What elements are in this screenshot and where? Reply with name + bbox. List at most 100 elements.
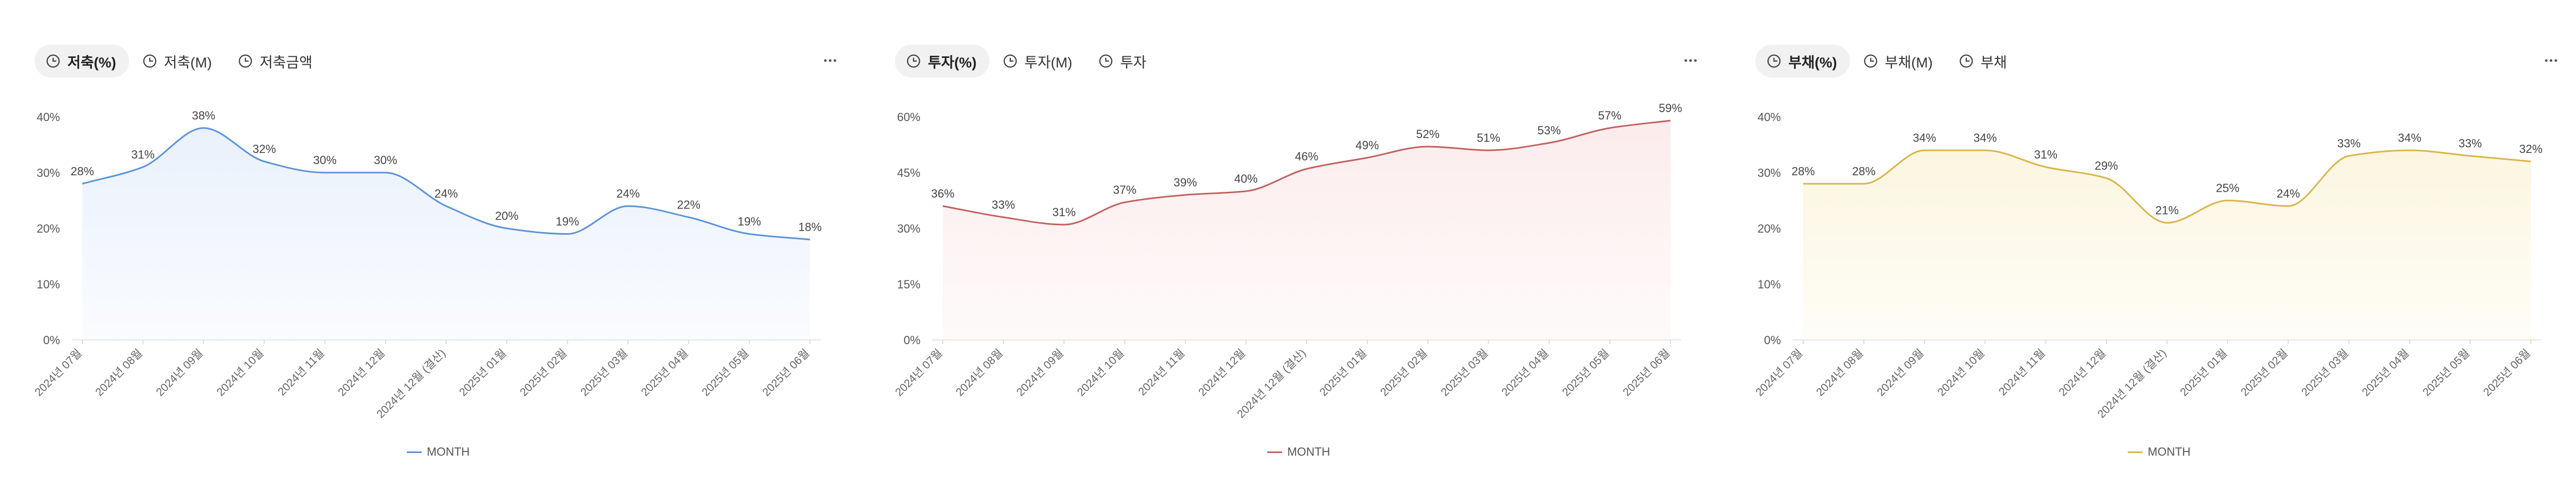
tab-savings-amount-m[interactable]: 저축(M) <box>131 45 225 78</box>
area-fill <box>943 121 1670 340</box>
x-tick-label: 2025년 05월 <box>700 347 751 398</box>
legend-label: MONTH <box>2147 445 2191 458</box>
y-tick-label: 30% <box>897 222 920 235</box>
tab-label: 저축금액 <box>259 54 313 71</box>
x-tick-label: 2024년 10월 <box>1075 347 1127 398</box>
tab-label: 투자(%) <box>928 54 977 71</box>
data-label: 20% <box>495 209 518 223</box>
tab-label: 부채(%) <box>1788 54 1837 71</box>
tab-debt-percent[interactable]: 부채(%) <box>1755 45 1850 78</box>
x-tick-label: 2025년 06월 <box>1620 347 1672 398</box>
data-label: 18% <box>798 220 822 234</box>
x-tick-label: 2024년 09월 <box>1014 347 1066 398</box>
x-tick-label: 2024년 08월 <box>953 347 1005 398</box>
x-tick-label: 2024년 11월 <box>276 347 327 398</box>
more-options-icon[interactable] <box>2539 49 2563 72</box>
x-tick-label: 2025년 03월 <box>2299 347 2351 398</box>
chart-panel-savings: 저축(%) 저축(M) 저축금액 0% 10% 20% 30% 40% 2024년 07월… <box>35 0 842 478</box>
tab-bar: 투자(%) 투자(M) 투자 <box>895 44 1162 79</box>
data-label: 33% <box>2459 137 2482 150</box>
area-chart: 0% 10% 20% 30% 40% 2024년 07월 2024년 08월 2024년 09… <box>1755 110 2543 421</box>
x-tick-label: 2024년 12월 (결산) <box>374 347 448 421</box>
y-tick-label: 15% <box>897 278 920 291</box>
data-label: 51% <box>1477 131 1500 144</box>
data-label: 59% <box>1659 101 1682 115</box>
clock-icon <box>1099 54 1113 68</box>
area-chart: 0% 15% 30% 45% 60% 2024년 07월 2024년 08월 2024년 09… <box>895 101 1682 421</box>
legend-label: MONTH <box>427 445 470 458</box>
clock-icon <box>1767 54 1781 68</box>
tab-label: 저축(%) <box>67 54 116 71</box>
data-label: 32% <box>252 142 276 156</box>
x-tick-label: 2024년 08월 <box>1814 347 1865 398</box>
y-tick-label: 0% <box>43 334 60 347</box>
x-tick-label: 2024년 12월 (결산) <box>2095 347 2169 421</box>
x-tick-label: 2025년 06월 <box>2481 347 2532 398</box>
x-tick-label: 2025년 05월 <box>2420 347 2472 398</box>
clock-icon <box>1003 54 1017 68</box>
x-tick-label: 2024년 09월 <box>154 347 206 398</box>
legend-swatch <box>1267 451 1282 453</box>
tab-debt-total[interactable]: 부채 <box>1948 45 2020 78</box>
data-label: 53% <box>1538 124 1561 137</box>
series-line <box>1803 149 2531 224</box>
data-label: 57% <box>1598 109 1622 122</box>
legend-swatch <box>2127 451 2143 453</box>
data-label: 25% <box>2216 182 2239 195</box>
x-tick-label: 2025년 06월 <box>760 347 812 398</box>
tab-investment-total[interactable]: 투자 <box>1087 45 1159 78</box>
y-tick-label: 20% <box>37 222 60 235</box>
clock-icon <box>1959 54 1973 68</box>
x-tick-label: 2024년 12월 (결산) <box>1235 347 1309 421</box>
data-label: 31% <box>131 148 155 161</box>
x-tick-label: 2024년 07월 <box>1755 347 1805 398</box>
clock-icon <box>907 54 920 68</box>
x-tick-label: 2024년 11월 <box>1997 347 2048 398</box>
y-tick-label: 10% <box>37 278 60 291</box>
y-tick-label: 0% <box>903 334 920 347</box>
y-tick-label: 10% <box>1758 278 1781 291</box>
data-label: 22% <box>677 198 701 211</box>
tab-bar: 저축(%) 저축(M) 저축금액 <box>35 44 327 79</box>
data-label: 33% <box>992 198 1015 211</box>
legend-label: MONTH <box>1287 445 1330 458</box>
x-tick-label: 2024년 07월 <box>35 347 84 398</box>
data-label: 30% <box>313 153 337 167</box>
data-label: 19% <box>738 215 761 228</box>
y-tick-label: 20% <box>1758 222 1781 235</box>
legend: MONTH <box>35 445 842 459</box>
tab-savings-percent[interactable]: 저축(%) <box>35 45 129 78</box>
y-tick-label: 60% <box>897 110 920 124</box>
x-tick-label: 2024년 12월 <box>1196 347 1248 398</box>
data-label: 29% <box>2095 159 2118 173</box>
tab-savings-total[interactable]: 저축금액 <box>227 45 325 78</box>
x-tick-label: 2024년 11월 <box>1136 347 1187 398</box>
x-tick-label: 2024년 07월 <box>895 347 945 398</box>
tab-investment-percent[interactable]: 투자(%) <box>895 45 990 78</box>
tab-bar: 부채(%) 부채(M) 부채 <box>1755 44 2022 79</box>
data-label: 28% <box>71 165 94 178</box>
data-label: 39% <box>1174 176 1197 189</box>
tab-label: 저축(M) <box>164 54 212 71</box>
x-tick-label: 2025년 04월 <box>1499 347 1551 398</box>
clock-icon <box>1864 54 1878 68</box>
x-tick-label: 2024년 10월 <box>1935 347 1987 398</box>
tab-debt-amount-m[interactable]: 부채(M) <box>1852 45 1946 78</box>
data-label: 37% <box>1113 183 1136 197</box>
x-tick-label: 2024년 10월 <box>215 347 266 398</box>
area-fill <box>82 128 810 340</box>
data-label: 24% <box>616 187 639 200</box>
clock-icon <box>143 54 157 68</box>
x-tick-label: 2025년 03월 <box>1439 347 1490 398</box>
y-tick-label: 40% <box>1758 110 1781 124</box>
data-label: 36% <box>931 187 954 200</box>
more-options-icon[interactable] <box>1679 49 1702 72</box>
data-label: 19% <box>556 215 579 228</box>
x-tick-label: 2025년 02월 <box>1378 347 1430 398</box>
more-options-icon[interactable] <box>818 49 842 72</box>
tab-investment-amount-m[interactable]: 투자(M) <box>992 45 1085 78</box>
series-line <box>82 127 811 241</box>
data-label: 28% <box>1792 165 1815 178</box>
clock-icon <box>46 54 60 68</box>
x-tick-label: 2025년 03월 <box>578 347 630 398</box>
